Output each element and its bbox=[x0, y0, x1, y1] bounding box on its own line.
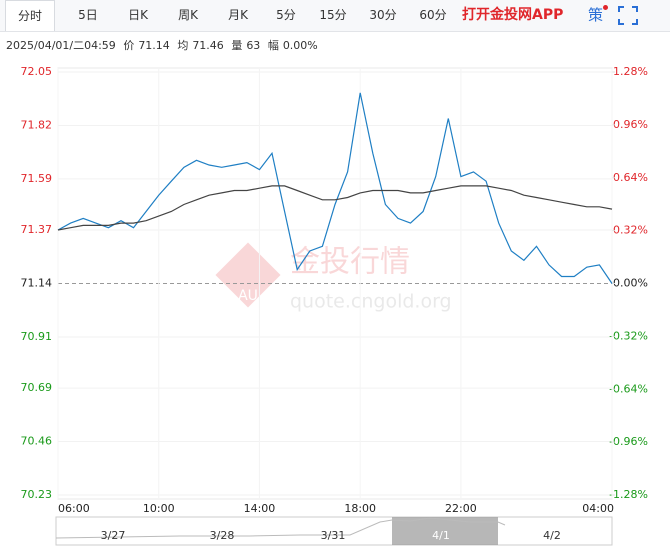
series-line bbox=[57, 92, 613, 284]
navigator-label: 3/31 bbox=[321, 529, 346, 542]
range: 0.00% bbox=[282, 39, 318, 52]
notice-dot bbox=[603, 5, 608, 10]
navigator-label: 4/2 bbox=[543, 529, 561, 542]
watermark-badge: AU bbox=[238, 288, 258, 304]
watermark-logo bbox=[215, 242, 281, 308]
volume: 63 bbox=[246, 39, 261, 52]
y2-tick-label: 0.32% bbox=[613, 224, 648, 237]
watermark-brand: 金投行情 bbox=[290, 245, 410, 280]
y-tick-label: 71.82 bbox=[21, 118, 53, 131]
tab[interactable]: 60分 bbox=[419, 8, 447, 22]
navigator-label: 4/1 bbox=[432, 529, 450, 542]
x-tick-label: 04:00 bbox=[582, 502, 614, 515]
price: 71.14 bbox=[138, 39, 170, 52]
datetime: 2025/04/01/二04:59 bbox=[6, 39, 116, 52]
avg-label: 均 bbox=[177, 39, 189, 52]
volume-label: 量 bbox=[231, 39, 243, 52]
y2-tick-label: -0.32% bbox=[609, 329, 648, 342]
tab[interactable]: 5日 bbox=[78, 8, 98, 22]
x-tick-label: 22:00 bbox=[445, 502, 477, 515]
info-line: 2025/04/01/二04:59 价 71.14 均 71.46 量 63 幅 0.0… bbox=[6, 37, 322, 53]
navigator-label: 3/28 bbox=[210, 529, 235, 542]
navigator[interactable] bbox=[55, 516, 613, 546]
x-tick-label: 06:00 bbox=[58, 502, 90, 515]
navigator-label: 3/27 bbox=[101, 529, 126, 542]
y-tick-label: 70.69 bbox=[21, 381, 53, 394]
y2-tick-label: -1.28% bbox=[609, 488, 648, 501]
strategy-button[interactable]: 策 bbox=[588, 6, 604, 24]
y2-tick-label: 0.64% bbox=[613, 171, 648, 184]
watermark-site: quote.cngold.org bbox=[290, 291, 452, 313]
watermark: AU 金投行情 quote.cngold.org bbox=[215, 242, 452, 313]
price-label: 价 bbox=[123, 39, 135, 52]
tab[interactable]: 5分 bbox=[276, 8, 296, 22]
y-tick-label: 70.23 bbox=[21, 488, 53, 501]
range-label: 幅 bbox=[267, 39, 279, 52]
y2-tick-label: 0.96% bbox=[613, 118, 648, 131]
y-tick-label: 72.05 bbox=[21, 65, 53, 78]
y2-tick-label: -0.64% bbox=[609, 382, 648, 395]
y2-tick-label: -0.96% bbox=[609, 435, 648, 448]
y-tick-label: 70.46 bbox=[21, 435, 53, 448]
tab[interactable]: 30分 bbox=[369, 8, 397, 22]
tab[interactable]: 分时 bbox=[5, 0, 55, 31]
y2-tick-label: 0.00% bbox=[613, 277, 648, 290]
x-tick-label: 14:00 bbox=[244, 502, 276, 515]
tab[interactable]: 周K bbox=[178, 8, 198, 22]
app-link[interactable]: 打开金投网APP bbox=[462, 7, 564, 23]
series-line bbox=[57, 185, 613, 231]
y-tick-label: 71.14 bbox=[21, 277, 53, 290]
y-tick-label: 70.91 bbox=[21, 330, 53, 343]
tab-bar: 打开金投网APP 策 分时 5日 日K 周K 月K 5分 15分 30分 60分 bbox=[0, 0, 670, 32]
tab[interactable]: 月K bbox=[228, 8, 248, 22]
tab[interactable]: 15分 bbox=[319, 8, 347, 22]
y-tick-label: 71.59 bbox=[21, 172, 53, 185]
x-tick-label: 10:00 bbox=[143, 502, 175, 515]
navigator-line bbox=[55, 517, 506, 539]
tab[interactable]: 日K bbox=[128, 8, 148, 22]
y2-tick-label: 1.28% bbox=[613, 65, 648, 78]
x-tick-label: 18:00 bbox=[344, 502, 376, 515]
avg: 71.46 bbox=[192, 39, 224, 52]
y-tick-label: 71.37 bbox=[21, 223, 53, 236]
